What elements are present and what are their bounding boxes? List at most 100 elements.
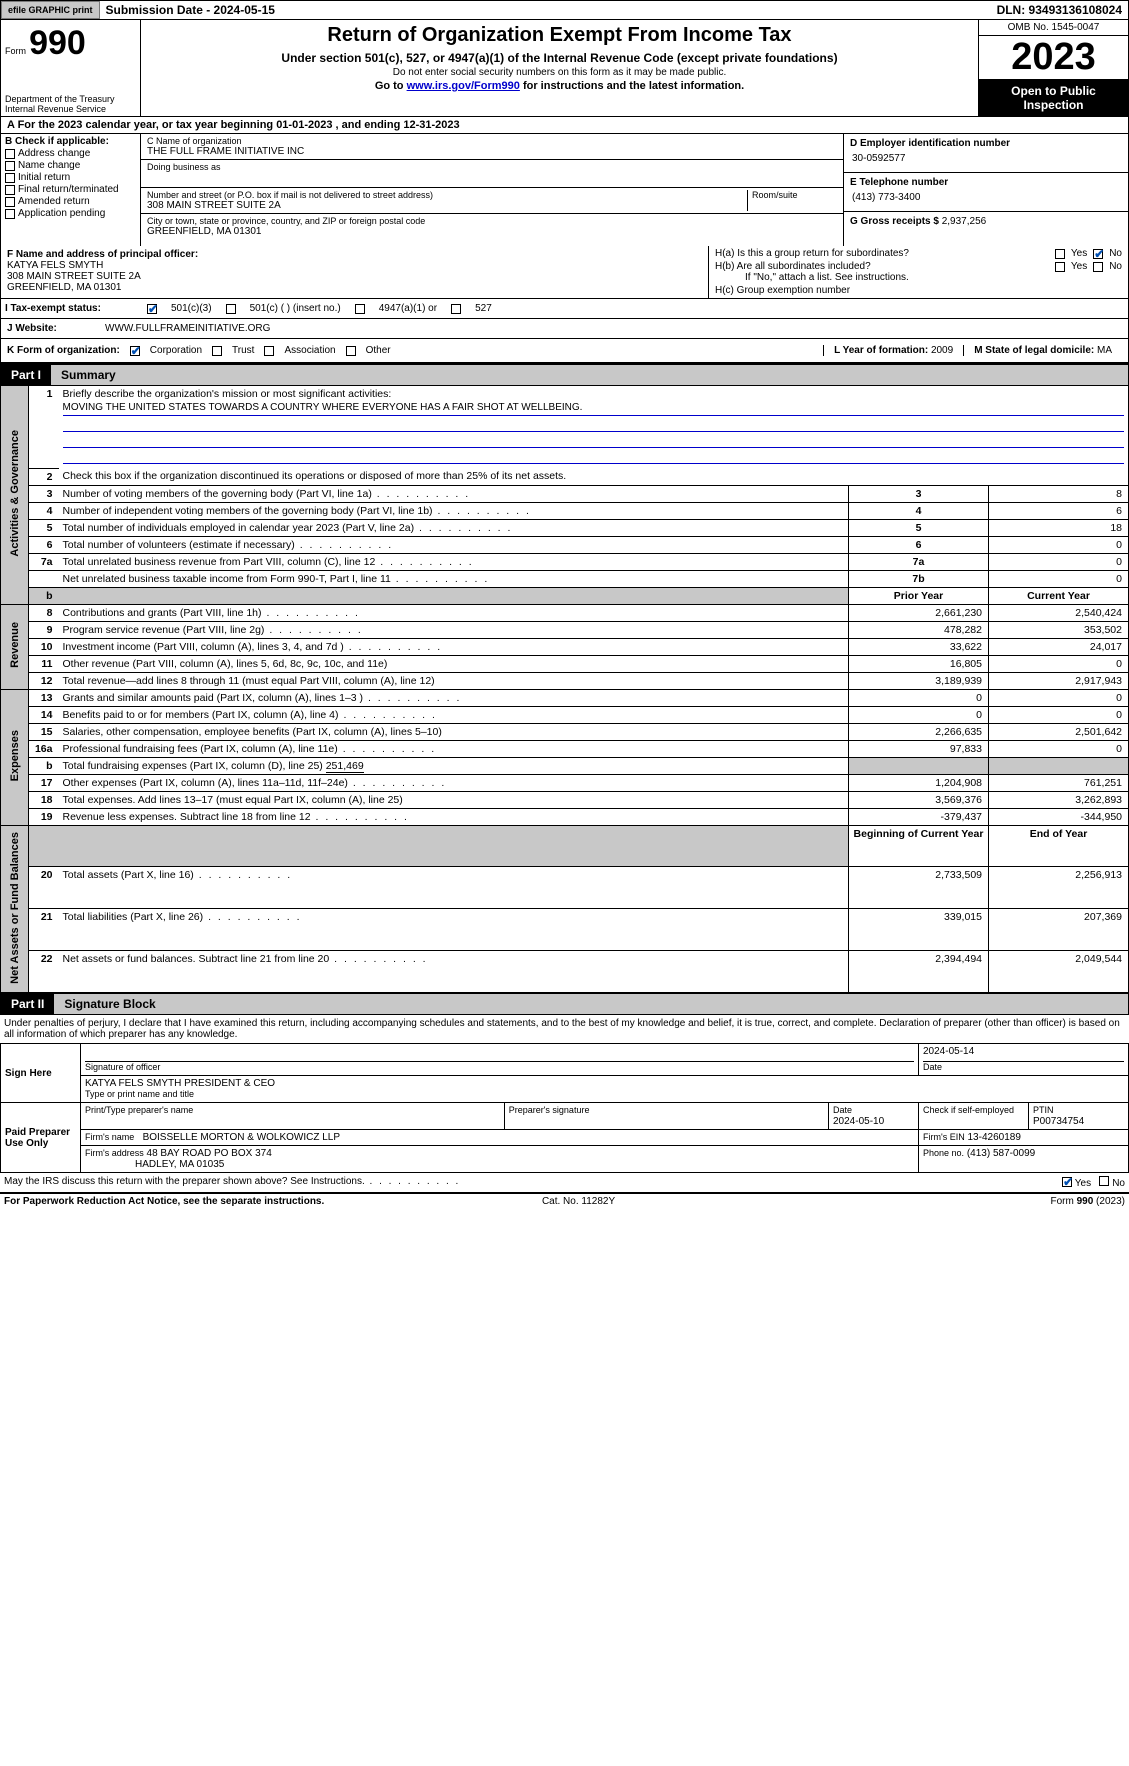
line5-value: 18 xyxy=(989,519,1129,536)
i-501c: 501(c) ( ) (insert no.) xyxy=(250,303,341,314)
line9-current: 353,502 xyxy=(989,621,1129,638)
m-value: MA xyxy=(1097,345,1112,356)
initial-return-checkbox[interactable] xyxy=(5,173,15,183)
application-pending-checkbox[interactable] xyxy=(5,209,15,219)
room-label: Room/suite xyxy=(752,190,837,200)
city-state-zip: GREENFIELD, MA 01301 xyxy=(147,226,837,237)
i-501c3: 501(c)(3) xyxy=(171,303,212,314)
prep-date-value: 2024-05-10 xyxy=(833,1116,884,1127)
k-l-m-row: K Form of organization: Corporation Trus… xyxy=(0,339,1129,364)
line11-label: Other revenue (Part VIII, column (A), li… xyxy=(59,655,849,672)
discuss-yes-checkbox[interactable] xyxy=(1062,1177,1072,1187)
j-label: J Website: xyxy=(1,319,101,338)
officer-addr1: 308 MAIN STREET SUITE 2A xyxy=(7,271,702,282)
boy-hdr: Beginning of Current Year xyxy=(849,825,989,867)
addr-label: Number and street (or P.O. box if mail i… xyxy=(147,190,747,200)
line8-label: Contributions and grants (Part VIII, lin… xyxy=(59,604,849,621)
527-checkbox[interactable] xyxy=(451,304,461,314)
form-number: 990 xyxy=(29,24,86,62)
part2-header: Part II Signature Block xyxy=(0,993,1129,1015)
f-h-block: F Name and address of principal officer:… xyxy=(0,246,1129,299)
hb-no-checkbox[interactable] xyxy=(1093,262,1103,272)
discuss-no-checkbox[interactable] xyxy=(1099,1176,1109,1186)
gross-receipts-value: 2,937,256 xyxy=(942,216,987,227)
open-inspection-label: Open to Public Inspection xyxy=(979,80,1128,116)
dba-label: Doing business as xyxy=(147,162,837,172)
street-address: 308 MAIN STREET SUITE 2A xyxy=(147,200,747,211)
sig-date-value: 2024-05-14 xyxy=(923,1046,1124,1062)
d-e-g-block: D Employer identification number 30-0592… xyxy=(843,134,1128,246)
final-return-checkbox[interactable] xyxy=(5,185,15,195)
501c3-checkbox[interactable] xyxy=(147,304,157,314)
line14-label: Benefits paid to or for members (Part IX… xyxy=(59,706,849,723)
other-checkbox[interactable] xyxy=(346,346,356,356)
ha-yes-checkbox[interactable] xyxy=(1055,249,1065,259)
line17-label: Other expenses (Part IX, column (A), lin… xyxy=(59,774,849,791)
line7b-value: 0 xyxy=(989,570,1129,587)
line7b-label: Net unrelated business taxable income fr… xyxy=(59,570,849,587)
firm-addr1: 48 BAY ROAD PO BOX 374 xyxy=(147,1148,272,1159)
paperwork-notice: For Paperwork Reduction Act Notice, see … xyxy=(4,1196,324,1207)
hb-no: No xyxy=(1109,261,1122,272)
hb-label: H(b) Are all subordinates included? xyxy=(715,261,1049,272)
line13-current: 0 xyxy=(989,689,1129,706)
4947-checkbox[interactable] xyxy=(355,304,365,314)
d-ein-label: D Employer identification number xyxy=(850,138,1122,149)
k-corp: Corporation xyxy=(150,345,202,356)
name-title-label: Type or print name and title xyxy=(85,1089,194,1099)
line4-value: 6 xyxy=(989,502,1129,519)
part1-title: Summary xyxy=(51,365,1128,385)
501c-checkbox[interactable] xyxy=(226,304,236,314)
line8-prior: 2,661,230 xyxy=(849,604,989,621)
cat-no: Cat. No. 11282Y xyxy=(542,1196,615,1207)
officer-addr2: GREENFIELD, MA 01301 xyxy=(7,282,702,293)
firm-ein-label: Firm's EIN xyxy=(923,1132,965,1142)
line2-label: Check this box if the organization disco… xyxy=(59,468,1129,485)
line8-current: 2,540,424 xyxy=(989,604,1129,621)
firm-addr-label: Firm's address xyxy=(85,1148,144,1158)
address-change-checkbox[interactable] xyxy=(5,149,15,159)
line13-label: Grants and similar amounts paid (Part IX… xyxy=(59,689,849,706)
discuss-no: No xyxy=(1112,1178,1125,1189)
website-value: WWW.FULLFRAMEINITIATIVE.ORG xyxy=(101,319,1128,338)
header-right: OMB No. 1545-0047 2023 Open to Public In… xyxy=(978,20,1128,116)
line18-label: Total expenses. Add lines 13–17 (must eq… xyxy=(59,791,849,808)
mission-blank1 xyxy=(63,418,1125,432)
b-label: B Check if applicable: xyxy=(5,136,136,147)
ha-no-checkbox[interactable] xyxy=(1093,249,1103,259)
amended-return-checkbox[interactable] xyxy=(5,197,15,207)
efile-print-button[interactable]: efile GRAPHIC print xyxy=(1,1,100,19)
form-subtitle: Under section 501(c), 527, or 4947(a)(1)… xyxy=(145,51,974,65)
line6-value: 0 xyxy=(989,536,1129,553)
dln-number: DLN: 93493136108024 xyxy=(991,1,1128,19)
mission-blank3 xyxy=(63,450,1125,464)
firm-ein-value: 13-4260189 xyxy=(968,1132,1021,1143)
line13-prior: 0 xyxy=(849,689,989,706)
line9-prior: 478,282 xyxy=(849,621,989,638)
sig-officer-label: Signature of officer xyxy=(85,1062,160,1072)
m-label: M State of legal domicile: xyxy=(974,345,1094,356)
line18-current: 3,262,893 xyxy=(989,791,1129,808)
part2-tag: Part II xyxy=(1,994,54,1014)
line17-current: 761,251 xyxy=(989,774,1129,791)
firm-name-value: BOISSELLE MORTON & WOLKOWICZ LLP xyxy=(143,1132,340,1143)
trust-checkbox[interactable] xyxy=(212,346,222,356)
irs-link[interactable]: www.irs.gov/Form990 xyxy=(407,80,520,92)
line21-eoy: 207,369 xyxy=(989,909,1129,951)
name-change-checkbox[interactable] xyxy=(5,161,15,171)
line17-prior: 1,204,908 xyxy=(849,774,989,791)
prep-sig-label: Preparer's signature xyxy=(509,1105,590,1115)
discuss-yes: Yes xyxy=(1075,1178,1091,1189)
paid-preparer-label: Paid Preparer Use Only xyxy=(1,1103,81,1173)
summary-table: Activities & Governance 1 Briefly descri… xyxy=(0,386,1129,993)
corp-checkbox[interactable] xyxy=(130,346,140,356)
line15-label: Salaries, other compensation, employee b… xyxy=(59,723,849,740)
hb-note: If "No," attach a list. See instructions… xyxy=(715,272,1122,283)
hb-yes-checkbox[interactable] xyxy=(1055,262,1065,272)
officer-name-title: KATYA FELS SMYTH PRESIDENT & CEO xyxy=(85,1078,1124,1089)
k-label: K Form of organization: xyxy=(7,345,120,356)
assoc-checkbox[interactable] xyxy=(264,346,274,356)
vlabel-revenue: Revenue xyxy=(1,604,29,689)
line20-label: Total assets (Part X, line 16) xyxy=(59,867,849,909)
submission-date: Submission Date - 2024-05-15 xyxy=(100,1,991,19)
